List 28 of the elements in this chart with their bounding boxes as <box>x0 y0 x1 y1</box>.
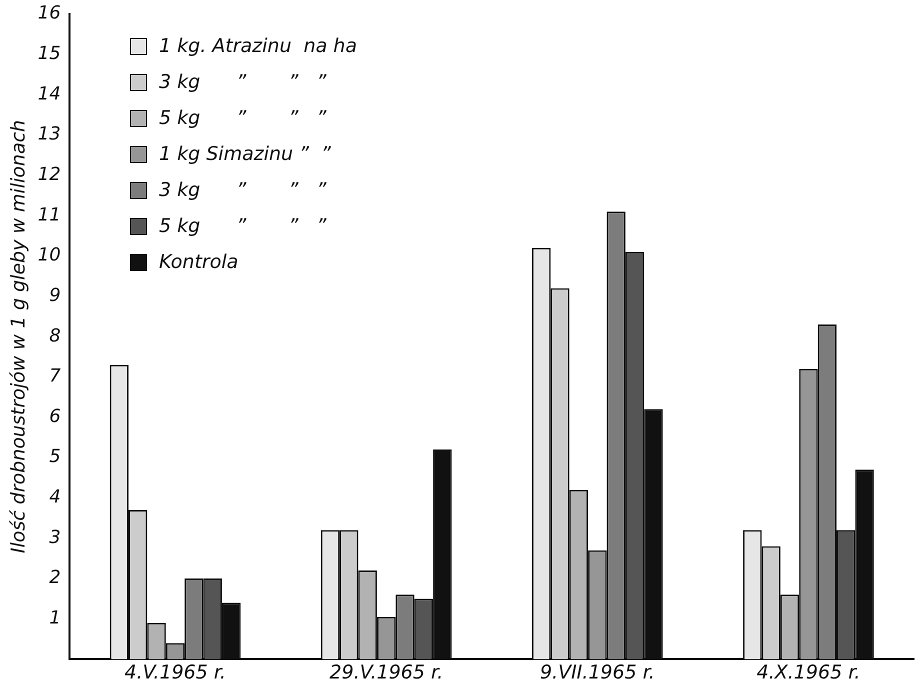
y-tick-label: 10 <box>38 244 61 266</box>
legend-label: 5 kg ” ” ” <box>159 215 326 237</box>
y-tick-label: 1 <box>49 608 61 629</box>
y-tick-label: 8 <box>49 325 61 346</box>
legend-label: 3 kg ” ” ” <box>159 71 326 93</box>
y-tick-label: 16 <box>38 2 61 24</box>
legend-label: 1 kg. Atrazinu na ha <box>159 35 357 57</box>
y-tick-label: 5 <box>49 446 61 468</box>
y-tick-label: 2 <box>49 567 61 588</box>
x-tick-label: 4.V.1965 r. <box>124 662 226 684</box>
y-tick-label: 6 <box>49 406 61 427</box>
y-axis-title: Ilość drobnoustrojów w 1 g gleby w milionach <box>7 120 30 554</box>
y-tick-label: 9 <box>49 284 61 306</box>
legend-label: 1 kg Simazinu ” ” <box>159 143 331 165</box>
x-tick-label: 4.X.1965 r. <box>756 662 860 684</box>
y-tick-label: 15 <box>38 42 61 64</box>
x-tick-label: 9.VII.1965 r. <box>540 662 655 684</box>
y-tick-label: 4 <box>49 486 61 508</box>
y-tick-label: 13 <box>38 124 61 145</box>
legend-label: 3 kg ” ” ” <box>159 179 326 201</box>
legend-label: Kontrola <box>159 251 238 273</box>
y-tick-label: 7 <box>49 366 62 387</box>
y-tick-label: 12 <box>38 164 61 185</box>
y-tick-label: 14 <box>38 83 61 104</box>
legend-label: 5 kg ” ” ” <box>159 107 326 129</box>
x-tick-label: 29.V.1965 r. <box>330 662 444 684</box>
y-tick-label: 3 <box>49 526 61 548</box>
y-tick-label: 11 <box>38 204 61 226</box>
